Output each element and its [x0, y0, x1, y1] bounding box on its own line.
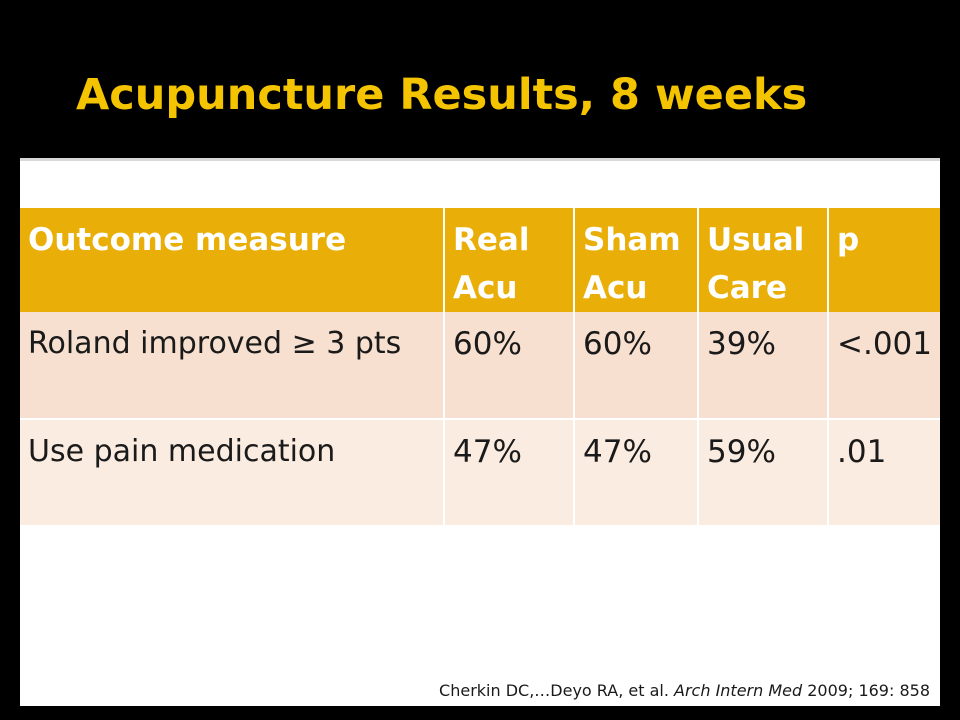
results-table: Outcome measure Real Acu Sham Acu Usual …: [20, 208, 940, 527]
cell-sham-acu: 47%: [574, 419, 699, 527]
header-usual-care: Usual Care: [698, 208, 829, 312]
cell-sham-acu: 60%: [574, 312, 699, 420]
cell-real-acu: 60%: [444, 312, 575, 420]
cell-real-acu: 47%: [444, 419, 575, 527]
header-real-acu: Real Acu: [444, 208, 575, 312]
cell-p-value: .01: [828, 419, 940, 527]
header-outcome-measure: Outcome measure: [20, 208, 445, 312]
cell-usual-care: 59%: [698, 419, 829, 527]
citation-authors: Cherkin DC,…Deyo RA, et al.: [439, 681, 675, 700]
cell-outcome-measure: Use pain medication: [20, 419, 445, 527]
content-panel: Outcome measure Real Acu Sham Acu Usual …: [20, 158, 940, 706]
citation-journal: Arch Intern Med: [674, 681, 803, 700]
citation: Cherkin DC,…Deyo RA, et al. Arch Intern …: [439, 681, 930, 700]
slide-title: Acupuncture Results, 8 weeks: [76, 70, 808, 120]
table-header-row: Outcome measure Real Acu Sham Acu Usual …: [20, 208, 940, 312]
table-row: Roland improved ≥ 3 pts 60% 60% 39% <.00…: [20, 312, 940, 420]
citation-details: 2009; 169: 858: [802, 681, 930, 700]
header-p-value: p: [828, 208, 940, 312]
cell-usual-care: 39%: [698, 312, 829, 420]
table-row: Use pain medication 47% 47% 59% .01: [20, 419, 940, 527]
header-sham-acu: Sham Acu: [574, 208, 699, 312]
cell-p-value: <.001: [828, 312, 940, 420]
cell-outcome-measure: Roland improved ≥ 3 pts: [20, 312, 445, 420]
